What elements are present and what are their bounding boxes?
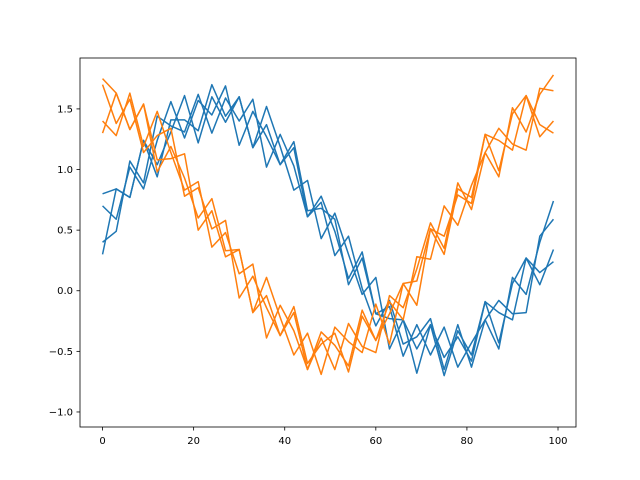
y-tick-label: −1.0 xyxy=(49,407,73,418)
y-tick-label: 1.5 xyxy=(57,104,73,115)
series-line xyxy=(102,87,554,371)
x-tick-label: 40 xyxy=(278,436,291,447)
x-tick-label: 60 xyxy=(369,436,382,447)
y-tick-label: 1.0 xyxy=(57,165,73,176)
plot-frame xyxy=(79,57,577,428)
series-line xyxy=(102,83,554,374)
y-tick-label: 0.0 xyxy=(57,286,73,297)
series-line xyxy=(102,78,554,373)
x-tick-label: 80 xyxy=(461,436,474,447)
y-tick-label: 0.5 xyxy=(57,226,73,237)
x-tick-label: 100 xyxy=(548,436,567,447)
series-line xyxy=(102,93,555,371)
y-tick-label: −0.5 xyxy=(49,347,73,358)
x-tick-label: 20 xyxy=(187,436,200,447)
x-tick-label: 0 xyxy=(99,436,105,447)
